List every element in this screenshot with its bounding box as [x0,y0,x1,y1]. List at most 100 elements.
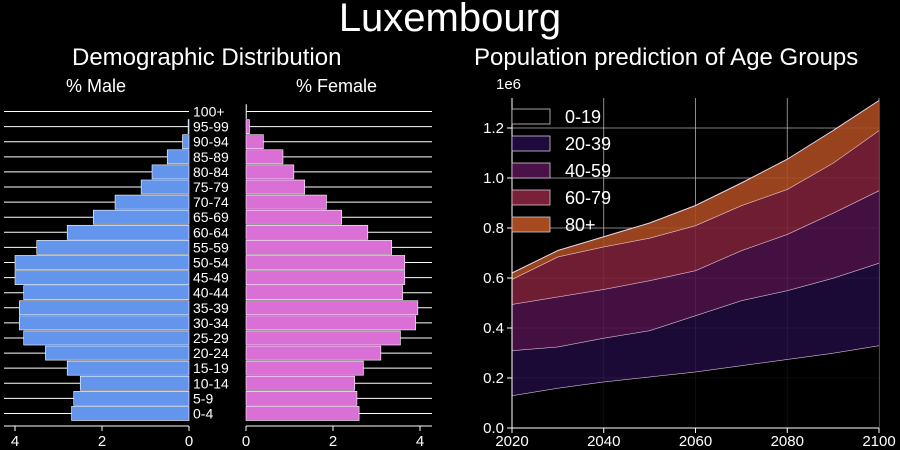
female-bar [245,255,406,270]
female-bar [245,164,295,180]
area-band-40-59 [512,190,879,351]
legend-label: 60-79 [565,188,611,208]
male-bar [66,224,190,240]
area-y-tick-label: 1.2 [483,120,504,137]
age-group-label: 95-99 [193,119,229,135]
area-y-tick-label: 0.2 [483,370,504,387]
male-bar [45,345,190,361]
male-bar [93,209,190,225]
male-bar [73,391,190,406]
female-bar [245,149,284,165]
female-bar [245,285,403,301]
male-bar [140,179,190,195]
male-bar [187,119,190,134]
age-group-label: 55-59 [193,239,229,255]
female-bar [245,345,382,361]
age-group-label: 50-54 [193,255,229,271]
age-group-label: 80-84 [193,164,229,180]
female-bar [245,300,419,316]
area-boundary-line [511,262,880,351]
male-bar [151,164,190,180]
male-bar [71,406,190,421]
female-bar [245,209,342,225]
area-band-0-19 [512,345,879,428]
age-group-label: 30-34 [193,315,229,331]
age-group-label: 35-39 [193,300,229,316]
area-band-60-79 [512,130,879,305]
population-pyramid: 0-45-910-1415-1920-2425-2930-3435-3940-4… [4,104,432,450]
age-group-label: 5-9 [193,390,213,406]
area-band-80+ [512,100,879,280]
female-bar [245,194,327,210]
female-bar [245,391,358,406]
area-x-tick-label: 2080 [771,433,804,450]
age-group-label: 40-44 [193,285,229,301]
male-bar [79,375,190,391]
legend-swatch [511,135,551,152]
male-bar [19,315,190,331]
area-boundary-line [511,345,880,396]
area-y-offset-label: 1e6 [496,76,521,93]
male-bar [182,134,190,150]
male-x-tick-label: 0 [185,433,193,450]
legend-label: 80+ [565,215,596,235]
legend-label: 20-39 [565,134,611,154]
legend-swatch [511,216,551,233]
age-group-label: 75-79 [193,179,229,195]
male-bar [114,194,190,210]
age-group-label: 65-69 [193,209,229,225]
male-bar [14,270,190,285]
female-bar [245,375,356,391]
age-group-label: 45-49 [193,270,229,286]
female-bar [245,119,250,134]
male-x-tick-label: 4 [11,433,19,450]
legend-swatch [511,189,551,206]
male-bar [19,300,190,316]
area-x-tick-label: 2020 [495,433,528,450]
age-group-label: 25-29 [193,330,229,346]
male-bar [23,330,190,346]
area-y-tick-label: 0.8 [483,220,504,237]
male-bar [166,149,190,165]
area-y-tick-label: 0.0 [483,420,504,437]
age-group-label: 10-14 [193,375,229,391]
female-bar [245,179,306,195]
age-group-label: 15-19 [193,360,229,376]
male-x-tick-label: 2 [98,433,106,450]
area-band-20-39 [512,263,879,396]
area-boundary-line [511,100,880,274]
female-bar [245,330,401,346]
legend-label: 0-19 [565,107,601,127]
area-y-tick-label: 0.6 [483,270,504,287]
female-bar [245,240,393,255]
pyramid-title: Demographic Distribution [72,44,342,71]
age-group-label: 85-89 [193,149,229,165]
area-boundary-line [511,130,880,280]
age-group-label: 70-74 [193,194,229,210]
age-group-label: 90-94 [193,134,229,150]
female-x-tick-label: 4 [416,433,424,450]
legend-label: 40-59 [565,161,611,181]
female-axis-label: % Female [296,76,378,96]
female-bar [245,406,360,421]
female-x-tick-label: 2 [329,433,337,450]
male-axis-label: % Male [66,76,127,96]
area-chart-title: Population prediction of Age Groups [474,44,859,71]
area-y-tick-label: 0.4 [483,320,504,337]
male-bar [23,285,190,301]
male-bar [66,360,190,376]
age-group-label: 60-64 [193,224,229,240]
female-bar [245,360,364,376]
legend-swatch [511,162,551,179]
female-x-tick-label: 0 [242,433,250,450]
female-bar [245,224,369,240]
age-group-label: 20-24 [193,345,229,361]
female-bar [245,134,264,150]
male-bar [14,255,190,270]
area-x-tick-label: 2040 [587,433,620,450]
female-bar [245,270,406,285]
page-title: Luxembourg [338,0,562,40]
age-group-label: 100+ [193,104,225,120]
male-bar [36,240,190,255]
area-y-tick-label: 1.0 [483,170,504,187]
